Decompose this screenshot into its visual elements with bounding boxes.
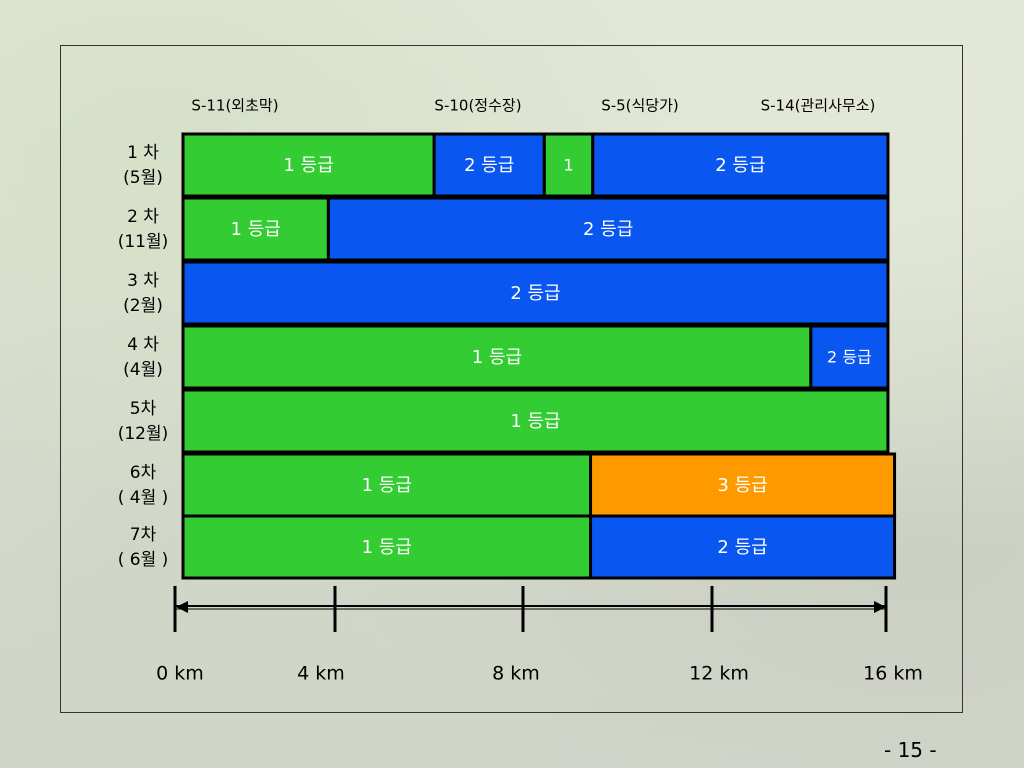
row-label-month: (4월) — [123, 360, 163, 380]
grade-segment — [181, 452, 593, 518]
row-label-round: 2 차 — [127, 207, 159, 227]
grade-segment — [181, 514, 593, 580]
row-label-round: 7차 — [130, 525, 157, 545]
grade-segment — [809, 324, 890, 390]
grade-label: 1 등급 — [283, 155, 333, 176]
grade-label: 3 등급 — [717, 475, 767, 496]
axis-tick-label: 8 km — [492, 663, 540, 685]
grade-label: 1 등급 — [472, 347, 522, 368]
axis-arrow-left — [176, 601, 188, 613]
row-label-round: 3 차 — [127, 271, 159, 291]
grade-segment — [181, 132, 436, 198]
grade-label: 1 등급 — [510, 411, 560, 432]
grade-segment — [326, 196, 890, 262]
row-label-round: 1 차 — [127, 143, 159, 163]
grade-segment — [181, 260, 890, 326]
row-label-round: 4 차 — [127, 335, 159, 355]
axis-tick-label: 0 km — [156, 663, 204, 685]
axis-tick-label: 4 km — [297, 663, 345, 685]
grade-label: 2 등급 — [827, 348, 872, 367]
grade-label: 2 등급 — [510, 283, 560, 304]
grade-segment — [589, 514, 897, 580]
grade-label: 2 등급 — [464, 155, 514, 176]
grade-segment — [589, 452, 897, 518]
grade-segment — [181, 196, 330, 262]
grade-label: 1 등급 — [362, 475, 412, 496]
grade-label: 2 등급 — [717, 537, 767, 558]
row-label-month: (2월) — [123, 296, 163, 316]
axis-tick-label: 12 km — [689, 663, 749, 685]
grade-label: 2 등급 — [715, 155, 765, 176]
grade-label: 1 — [563, 156, 573, 175]
grade-segment — [181, 324, 813, 390]
page-number: - 15 - — [884, 738, 937, 762]
row-label-round: 6차 — [130, 463, 157, 483]
grade-segment — [181, 388, 890, 454]
grade-label: 1 등급 — [362, 537, 412, 558]
row-label-month: (5월) — [123, 168, 163, 188]
station-label: S-11(외초막) — [191, 97, 278, 115]
chart-frame — [60, 45, 963, 713]
station-label: S-10(정수장) — [434, 97, 521, 115]
row-label-month: (11월) — [118, 232, 169, 252]
row-label-month: (12월) — [118, 424, 169, 444]
row-label-round: 5차 — [130, 399, 157, 419]
grade-label: 1 등급 — [231, 219, 281, 240]
station-label: S-5(식당가) — [601, 97, 679, 115]
station-label: S-14(관리사무소) — [761, 97, 876, 115]
grade-segment — [591, 132, 890, 198]
axis-arrow-right — [874, 601, 886, 613]
grade-label: 2 등급 — [583, 219, 633, 240]
row-label-month: ( 6월 ) — [118, 550, 169, 570]
row-label-month: ( 4월 ) — [118, 488, 169, 508]
axis-tick-label: 16 km — [863, 663, 923, 685]
grade-segment — [432, 132, 546, 198]
